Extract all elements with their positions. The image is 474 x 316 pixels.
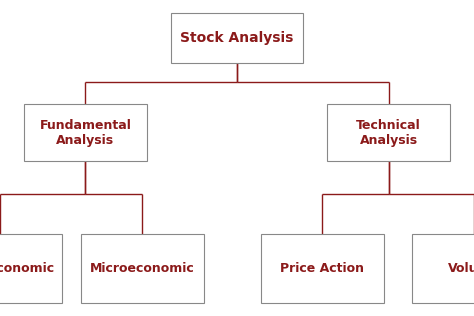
FancyBboxPatch shape <box>171 13 303 63</box>
FancyBboxPatch shape <box>412 234 474 303</box>
FancyBboxPatch shape <box>261 234 384 303</box>
Text: Microeconomic: Microeconomic <box>90 262 194 275</box>
FancyBboxPatch shape <box>81 234 204 303</box>
Text: Macroeconomic: Macroeconomic <box>0 262 55 275</box>
Text: Volume: Volume <box>448 262 474 275</box>
Text: Technical
Analysis: Technical Analysis <box>356 119 421 147</box>
Text: Fundamental
Analysis: Fundamental Analysis <box>39 119 131 147</box>
FancyBboxPatch shape <box>327 104 450 161</box>
Text: Stock Analysis: Stock Analysis <box>180 31 294 45</box>
Text: Price Action: Price Action <box>280 262 365 275</box>
FancyBboxPatch shape <box>24 104 147 161</box>
FancyBboxPatch shape <box>0 234 62 303</box>
